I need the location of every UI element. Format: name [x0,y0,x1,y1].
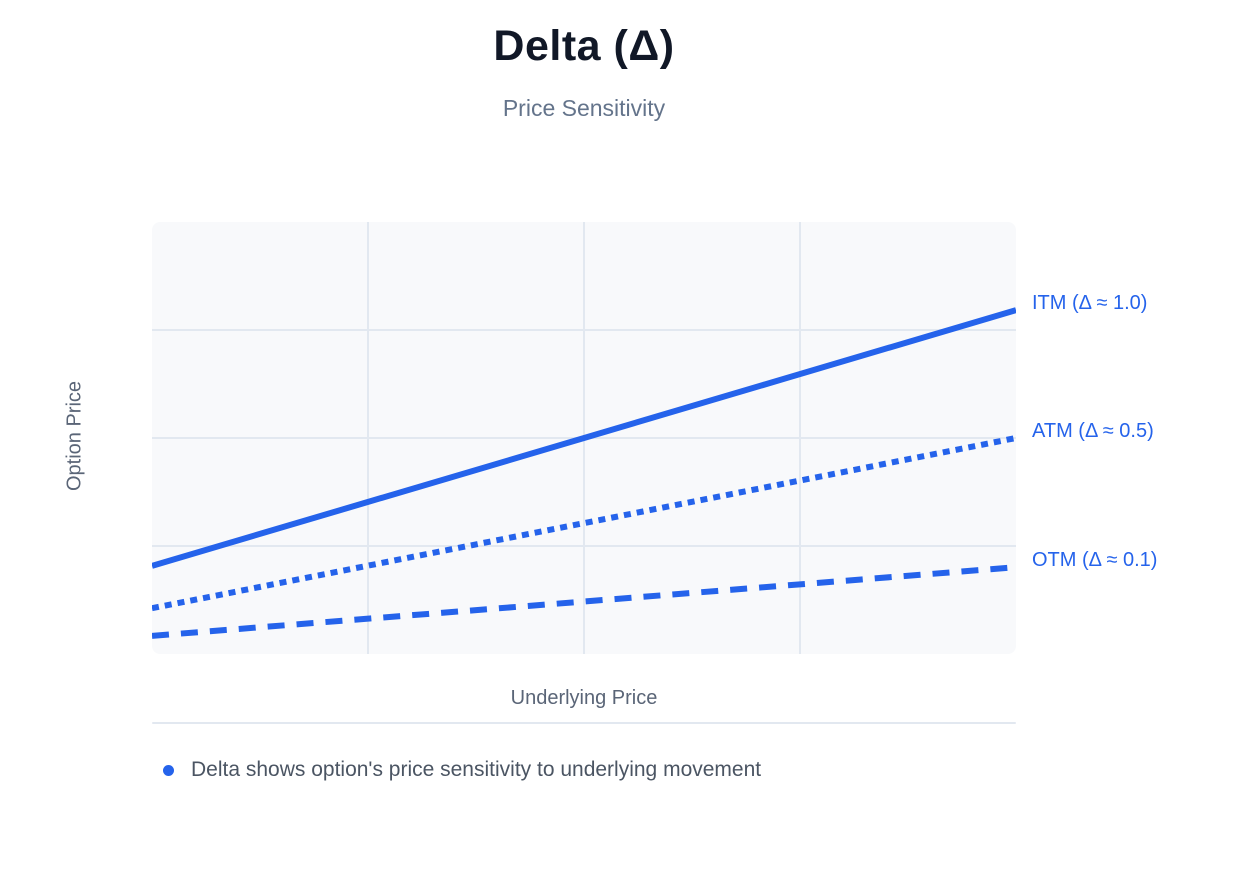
divider [152,722,1016,724]
bullet-dot-icon [163,764,174,776]
plot-svg [152,222,1016,654]
footnote: Delta shows option's price sensitivity t… [163,757,761,783]
x-axis-label: Underlying Price [510,687,658,709]
y-axis-label: Option Price [63,380,86,492]
plot-area [152,222,1016,654]
chart-title: Delta (Δ) [493,22,675,70]
chart-subtitle: Price Sensitivity [502,95,666,121]
series-label-itm: ITM (Δ ≈ 1.0) [1032,292,1148,315]
series-label-otm: OTM (Δ ≈ 0.1) [1032,549,1158,572]
footnote-text: Delta shows option's price sensitivity t… [191,758,762,781]
series-label-atm: ATM (Δ ≈ 0.5) [1032,420,1154,442]
